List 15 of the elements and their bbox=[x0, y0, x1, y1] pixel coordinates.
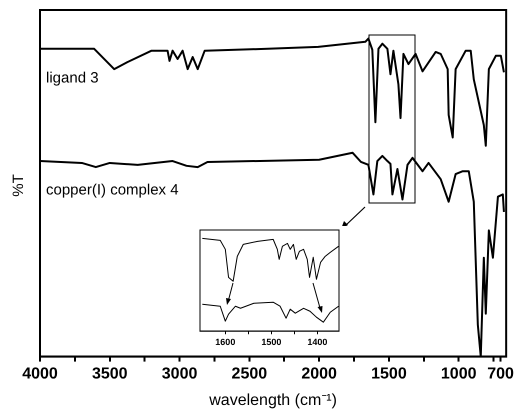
x-axis-title: wavelength (cm⁻¹) bbox=[208, 392, 337, 409]
x-tick-label: 1600 bbox=[215, 337, 236, 348]
x-tick-label: 700 bbox=[487, 366, 514, 383]
x-tick-label: 2000 bbox=[301, 366, 338, 383]
x-tick-label: 1500 bbox=[371, 366, 407, 383]
x-tick-label: 4000 bbox=[22, 366, 58, 383]
x-tick-label: 2500 bbox=[232, 366, 268, 383]
series-label: copper(I) complex 4 bbox=[46, 182, 179, 199]
x-tick-label: 1500 bbox=[261, 337, 282, 348]
series-label: ligand 3 bbox=[46, 69, 99, 86]
x-tick-label: 3500 bbox=[92, 366, 128, 383]
y-axis-title: %T bbox=[10, 174, 26, 196]
x-tick-label: 1400 bbox=[307, 337, 328, 348]
x-tick-label: 3000 bbox=[162, 366, 198, 383]
x-tick-label: 1000 bbox=[440, 366, 477, 383]
